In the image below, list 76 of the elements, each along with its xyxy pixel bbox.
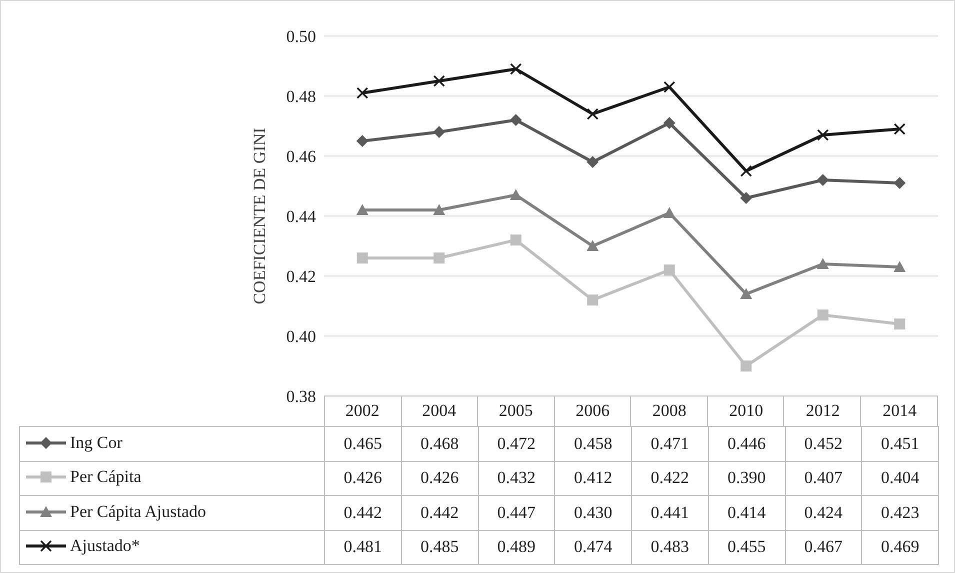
- data-label: 0.471: [632, 426, 708, 461]
- data-label: 0.468: [401, 426, 478, 461]
- y-tick-label: 0.38: [286, 387, 316, 406]
- point: [356, 252, 368, 264]
- data-label: 0.485: [401, 530, 478, 564]
- data-label: 0.474: [554, 530, 632, 564]
- point: [894, 318, 906, 330]
- point: [433, 126, 446, 138]
- y-tick-label: 0.40: [286, 327, 316, 346]
- point: [894, 177, 906, 189]
- y-tick-label: 0.50: [286, 27, 316, 46]
- legend-label: Ing Cor: [70, 432, 122, 453]
- point: [663, 117, 676, 129]
- point: [433, 204, 446, 215]
- legend-label: Ajustado*: [70, 536, 140, 556]
- point: [510, 114, 522, 126]
- data-label: 0.455: [708, 530, 785, 564]
- x-tick-label: 2002: [345, 401, 380, 420]
- point: [663, 207, 676, 218]
- point: [510, 189, 522, 200]
- data-label: 0.452: [785, 426, 862, 461]
- data-label: 0.489: [478, 530, 555, 564]
- data-label: 0.426: [324, 461, 402, 496]
- x-tick-label: 2004: [422, 401, 457, 420]
- x-tick-label: 2012: [806, 401, 840, 420]
- data-label: 0.442: [401, 496, 478, 530]
- x-tick-label: 2006: [576, 401, 610, 420]
- data-label: 0.426: [401, 461, 478, 496]
- x-tick-label: 2010: [729, 401, 764, 420]
- point: [817, 310, 828, 320]
- legend-label: Per Cápita Ajustado: [70, 502, 206, 522]
- data-label: 0.446: [708, 426, 785, 461]
- point: [586, 156, 599, 168]
- data-label: 0.442: [324, 496, 402, 530]
- x-tick-label: 2008: [652, 401, 686, 420]
- y-tick-label: 0.42: [286, 267, 316, 286]
- data-label: 0.422: [632, 461, 708, 496]
- point: [740, 288, 752, 299]
- data-label: 0.424: [785, 496, 862, 530]
- data-label: 0.472: [478, 426, 555, 461]
- data-label: 0.467: [785, 530, 862, 564]
- point: [894, 261, 906, 272]
- point: [816, 258, 829, 269]
- y-tick-label: 0.44: [286, 207, 316, 226]
- data-label: 0.404: [862, 461, 938, 496]
- point: [356, 204, 368, 215]
- data-label: 0.481: [324, 530, 402, 564]
- x-tick-label: 2014: [882, 401, 918, 420]
- data-label: 0.469: [862, 530, 938, 564]
- point: [586, 240, 599, 251]
- data-label: 0.430: [554, 496, 632, 530]
- data-label: 0.465: [324, 426, 402, 461]
- point: [740, 192, 752, 204]
- point: [434, 252, 445, 264]
- y-tick-label: 0.48: [286, 87, 316, 106]
- point: [816, 174, 829, 186]
- data-label: 0.447: [478, 496, 555, 530]
- data-label: 0.441: [632, 496, 708, 530]
- data-label: 0.458: [554, 426, 632, 461]
- data-label: 0.432: [478, 461, 555, 496]
- y-axis-title: COEFICIENTE DE GINI: [250, 127, 270, 304]
- legend-label: Per Cápita: [70, 467, 142, 488]
- data-label: 0.407: [785, 461, 862, 496]
- data-label: 0.390: [708, 461, 785, 496]
- data-label: 0.412: [554, 461, 632, 496]
- point: [740, 360, 752, 372]
- y-tick-label: 0.46: [286, 147, 316, 166]
- data-label: 0.414: [708, 496, 785, 530]
- point: [356, 135, 368, 147]
- data-label: 0.451: [862, 426, 938, 461]
- x-tick-label: 2005: [498, 401, 533, 420]
- point: [510, 234, 522, 246]
- point: [587, 294, 598, 306]
- point: [664, 264, 675, 276]
- data-label: 0.423: [862, 496, 938, 530]
- data-label: 0.483: [632, 530, 708, 564]
